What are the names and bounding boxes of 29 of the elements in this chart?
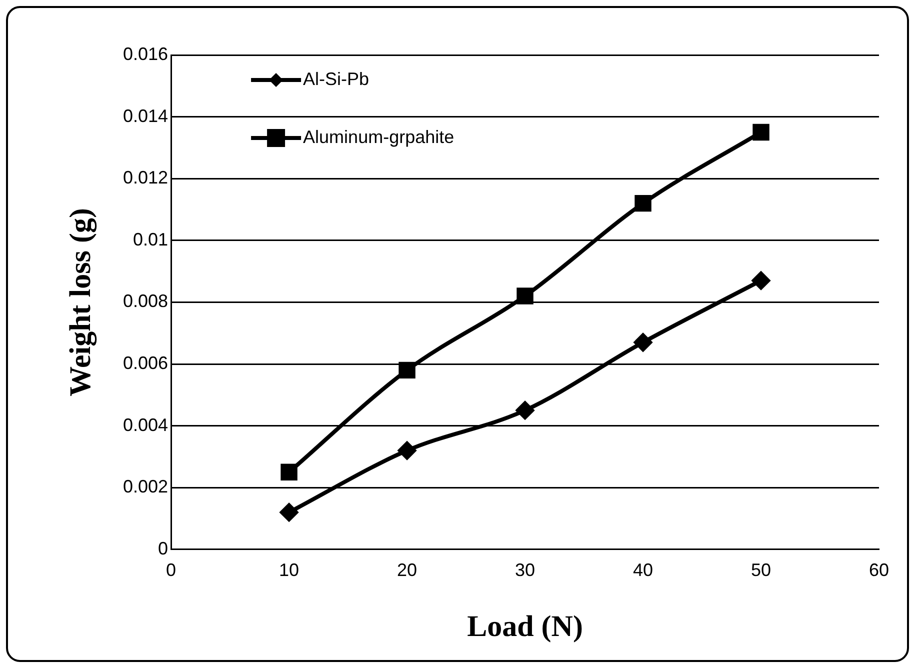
x-tick-label: 30 — [515, 560, 536, 580]
point — [398, 442, 416, 460]
point — [516, 288, 534, 304]
x-tick-label: 60 — [868, 560, 890, 580]
y-axis-title: Weight loss (g) — [64, 208, 97, 396]
y-tick-label: 0.014 — [122, 106, 168, 126]
point — [280, 503, 298, 522]
y-tick-label: 0.01 — [132, 229, 168, 250]
y-tick-label: 0.016 — [122, 44, 168, 64]
y-tick-label: 0.012 — [122, 168, 168, 188]
point — [280, 464, 298, 481]
point — [398, 362, 416, 379]
x-tick-label: 10 — [279, 560, 300, 580]
legend-label: Al-Si-Pb — [303, 68, 370, 89]
point — [516, 401, 534, 420]
x-tick-label: 50 — [750, 560, 772, 580]
point — [752, 124, 770, 141]
y-tick-label: 0 — [158, 538, 168, 558]
point — [752, 272, 770, 290]
x-axis-title: Load (N) — [467, 610, 583, 643]
legend-label: Aluminum-grpahite — [303, 126, 454, 147]
x-tick-label: 40 — [633, 560, 654, 580]
y-tick-label: 0.008 — [122, 291, 168, 312]
y-tick-label: 0.006 — [122, 352, 168, 373]
y-tick-label: 0.002 — [122, 476, 168, 497]
point — [634, 194, 652, 212]
x-tick-label: 20 — [397, 560, 418, 580]
point — [634, 333, 652, 352]
y-tick-label: 0.004 — [122, 414, 168, 435]
